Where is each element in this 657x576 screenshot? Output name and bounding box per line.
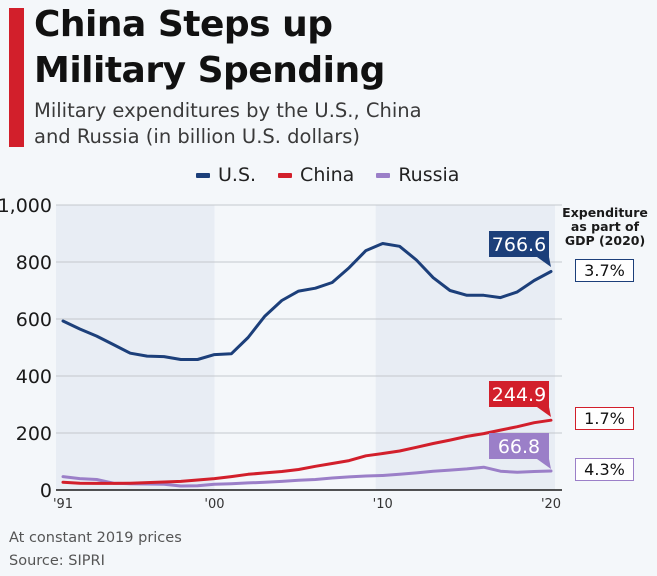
gdp-share-russia: 4.3% <box>575 458 634 481</box>
background-band <box>56 205 215 490</box>
legend-swatch-russia <box>376 172 391 178</box>
legend-label-russia: Russia <box>398 164 460 186</box>
end-label-pointer <box>537 407 551 417</box>
end-label-pointer <box>537 459 551 469</box>
y-tick-label: 600 <box>16 309 52 331</box>
end-label-text: 66.8 <box>498 436 540 458</box>
legend-item-russia: Russia <box>376 164 459 186</box>
legend-item-china: China <box>278 164 354 186</box>
subtitle-line-1: Military expenditures by the U.S., China <box>34 99 422 122</box>
y-axis-ticks: 0 200 400 600 800 1,000 <box>0 195 52 502</box>
series-line-us <box>61 242 553 361</box>
accent-bar <box>9 8 24 147</box>
legend-item-us: U.S. <box>196 164 256 186</box>
gdp-share-us: 3.7% <box>575 259 634 282</box>
end-label-china: 244.9 <box>489 381 551 417</box>
y-tick-label: 400 <box>16 366 52 388</box>
title-line-1: China Steps up <box>34 4 333 45</box>
end-label-us: 766.6 <box>489 231 551 267</box>
end-label-text: 244.9 <box>492 384 546 406</box>
end-label-pointer <box>537 257 551 267</box>
end-label-box <box>489 433 549 459</box>
y-tick-label: 0 <box>40 480 52 502</box>
legend-label-china: China <box>300 164 355 186</box>
end-label-text: 766.6 <box>492 234 546 256</box>
x-axis-ticks: '91 '00 '10 '20 <box>53 497 561 512</box>
y-tick-label: 800 <box>16 252 52 274</box>
gdp-heading-line-3: GDP (2020) <box>564 233 646 248</box>
subtitle-line-2: and Russia (in billion U.S. dollars) <box>34 125 361 148</box>
title-line-2: Military Spending <box>34 50 385 91</box>
y-tick-label: 1,000 <box>0 195 52 217</box>
end-value-labels: 766.6 244.9 66.8 <box>489 231 551 469</box>
chart-subtitle: Military expenditures by the U.S., China… <box>34 98 454 150</box>
x-tick-label: '20 <box>541 497 561 512</box>
gridlines <box>56 204 562 434</box>
footnote-prices: At constant 2019 prices <box>9 530 182 546</box>
gdp-heading-line-2: as part of <box>570 219 640 234</box>
footnote-source: Source: SIPRI <box>9 553 105 569</box>
gdp-share-china: 1.7% <box>575 407 634 430</box>
legend-label-us: U.S. <box>218 164 257 186</box>
gdp-heading-line-1: Expenditure <box>562 205 648 220</box>
x-tick-label: '91 <box>53 497 73 512</box>
background-bands <box>56 205 555 490</box>
legend-swatch-us <box>196 172 210 178</box>
chart-title: China Steps up Military Spending <box>34 2 454 94</box>
x-tick-label: '00 <box>204 497 224 512</box>
y-tick-label: 200 <box>16 423 52 445</box>
end-label-box <box>489 231 549 257</box>
x-tick-label: '10 <box>373 497 393 512</box>
series-lines <box>61 242 553 488</box>
end-label-russia: 66.8 <box>489 433 551 469</box>
end-label-box <box>489 381 549 407</box>
legend-swatch-china <box>278 172 293 178</box>
gdp-panel-heading: Expenditure as part of GDP (2020) <box>557 206 653 248</box>
legend: U.S. China Russia <box>196 164 459 186</box>
series-line-china <box>61 418 553 485</box>
